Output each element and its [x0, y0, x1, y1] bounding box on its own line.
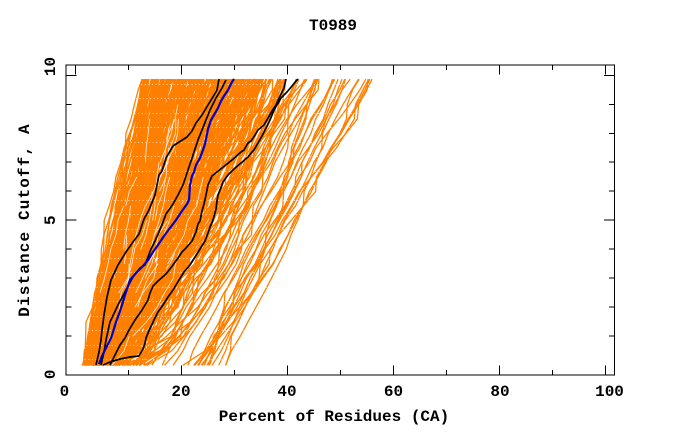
- svg-text:Distance Cutoff, A: Distance Cutoff, A: [16, 123, 34, 317]
- svg-text:5: 5: [42, 215, 60, 225]
- svg-text:0: 0: [42, 369, 60, 379]
- svg-text:40: 40: [277, 383, 296, 401]
- svg-text:10: 10: [42, 57, 60, 76]
- svg-text:60: 60: [384, 383, 403, 401]
- svg-text:T0989: T0989: [309, 17, 357, 35]
- svg-text:80: 80: [490, 383, 509, 401]
- svg-text:100: 100: [595, 383, 624, 401]
- svg-text:20: 20: [171, 383, 190, 401]
- svg-text:Percent of Residues (CA): Percent of Residues (CA): [219, 408, 449, 426]
- svg-text:0: 0: [60, 383, 70, 401]
